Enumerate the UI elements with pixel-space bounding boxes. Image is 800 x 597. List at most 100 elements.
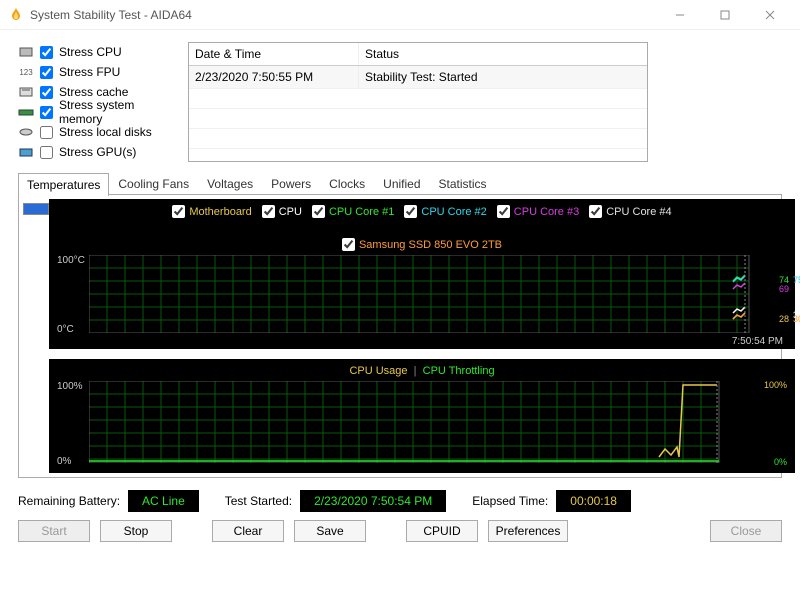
stress-icon: 123 [18, 65, 34, 79]
button-row: Start Stop Clear Save CPUID Preferences … [18, 520, 782, 542]
temp-readout: 75 [793, 276, 800, 285]
stress-icon [18, 45, 34, 59]
started-label: Test Started: [225, 494, 292, 508]
log-cell-status: Stability Test: Started [359, 66, 647, 88]
usage-right-top: 100% [764, 381, 787, 390]
legend-item[interactable]: CPU Core #4 [589, 205, 671, 218]
legend-item[interactable]: Samsung SSD 850 EVO 2TB [342, 238, 502, 251]
usage-chart: CPU Usage | CPU Throttling 100% 0% 100% … [49, 359, 795, 473]
usage-title-left: CPU Usage [349, 365, 407, 377]
usage-y-bot: 0% [57, 456, 71, 467]
window-title: System Stability Test - AIDA64 [30, 8, 192, 22]
save-button[interactable]: Save [294, 520, 366, 542]
temp-readout: 28 [779, 315, 789, 324]
tab-panel: Motherboard CPU CPU Core #1 CPU Core #2 CPU … [18, 195, 782, 478]
started-value: 2/23/2020 7:50:54 PM [300, 490, 446, 512]
series-thumbnail-col [23, 199, 49, 473]
start-button[interactable]: Start [18, 520, 90, 542]
temperature-legend: Motherboard CPU CPU Core #1 CPU Core #2 CPU … [55, 203, 789, 253]
stress-label[interactable]: Stress local disks [59, 125, 152, 139]
elapsed-label: Elapsed Time: [472, 494, 548, 508]
tab-powers[interactable]: Powers [262, 172, 320, 195]
stress-checkbox[interactable] [40, 66, 53, 79]
usage-plot [89, 381, 753, 463]
stress-label[interactable]: Stress FPU [59, 65, 120, 79]
legend-label: CPU [279, 206, 302, 218]
stress-option: Stress GPU(s) [18, 142, 178, 162]
temperature-chart: Motherboard CPU CPU Core #1 CPU Core #2 CPU … [49, 199, 795, 349]
stress-checkbox[interactable] [40, 126, 53, 139]
window-controls [657, 0, 792, 30]
app-icon [8, 7, 24, 23]
legend-label: Samsung SSD 850 EVO 2TB [359, 239, 502, 251]
stress-icon [18, 105, 34, 119]
preferences-button[interactable]: Preferences [488, 520, 568, 542]
clear-button[interactable]: Clear [212, 520, 284, 542]
cpuid-button[interactable]: CPUID [406, 520, 478, 542]
titlebar: System Stability Test - AIDA64 [0, 0, 800, 30]
usage-title-right: CPU Throttling [423, 365, 495, 377]
legend-checkbox[interactable] [497, 205, 510, 218]
stress-label[interactable]: Stress GPU(s) [59, 145, 136, 159]
stress-icon [18, 85, 34, 99]
legend-item[interactable]: CPU Core #3 [497, 205, 579, 218]
log-table: Date & Time Status 2/23/2020 7:50:55 PMS… [188, 42, 648, 162]
battery-value: AC Line [128, 490, 199, 512]
battery-label: Remaining Battery: [18, 494, 120, 508]
tab-voltages[interactable]: Voltages [198, 172, 262, 195]
stress-checkbox[interactable] [40, 46, 53, 59]
temp-readout: 30 [793, 315, 800, 324]
stop-button[interactable]: Stop [100, 520, 172, 542]
legend-label: CPU Core #2 [421, 206, 486, 218]
legend-checkbox[interactable] [589, 205, 602, 218]
log-header-status[interactable]: Status [359, 43, 647, 65]
stress-icon [18, 145, 34, 159]
log-row[interactable]: 2/23/2020 7:50:55 PMStability Test: Star… [189, 66, 647, 88]
log-body: 2/23/2020 7:50:55 PMStability Test: Star… [189, 66, 647, 154]
legend-checkbox[interactable] [312, 205, 325, 218]
legend-item[interactable]: CPU Core #1 [312, 205, 394, 218]
legend-checkbox[interactable] [404, 205, 417, 218]
stress-checkbox[interactable] [40, 86, 53, 99]
legend-checkbox[interactable] [342, 238, 355, 251]
status-row: Remaining Battery: AC Line Test Started:… [18, 490, 782, 512]
stress-icon [18, 125, 34, 139]
legend-item[interactable]: CPU [262, 205, 302, 218]
legend-checkbox[interactable] [262, 205, 275, 218]
tab-cooling-fans[interactable]: Cooling Fans [109, 172, 198, 195]
stress-options: Stress CPU 123 Stress FPU Stress cache St… [18, 42, 178, 162]
tab-statistics[interactable]: Statistics [430, 172, 496, 195]
stress-checkbox[interactable] [40, 146, 53, 159]
legend-label: Motherboard [189, 206, 251, 218]
legend-checkbox[interactable] [172, 205, 185, 218]
tab-unified[interactable]: Unified [374, 172, 429, 195]
minimize-button[interactable] [657, 0, 702, 30]
temp-readout: 69 [779, 285, 789, 294]
tab-temperatures[interactable]: Temperatures [18, 173, 109, 196]
close-button[interactable] [747, 0, 792, 30]
elapsed-value: 00:00:18 [556, 490, 631, 512]
temp-y-top: 100°C [57, 255, 85, 266]
stress-label[interactable]: Stress cache [59, 85, 128, 99]
legend-item[interactable]: CPU Core #2 [404, 205, 486, 218]
stress-option: Stress system memory [18, 102, 178, 122]
maximize-button[interactable] [702, 0, 747, 30]
legend-label: CPU Core #1 [329, 206, 394, 218]
stress-option: 123 Stress FPU [18, 62, 178, 82]
temp-y-bot: 0°C [57, 324, 74, 335]
temperature-plot [89, 255, 789, 333]
temp-x-label: 7:50:54 PM [732, 336, 783, 347]
stress-option: Stress CPU [18, 42, 178, 62]
log-header-datetime[interactable]: Date & Time [189, 43, 359, 65]
stress-checkbox[interactable] [40, 106, 53, 119]
legend-item[interactable]: Motherboard [172, 205, 251, 218]
tab-clocks[interactable]: Clocks [320, 172, 374, 195]
tab-bar: TemperaturesCooling FansVoltagesPowersCl… [18, 172, 782, 195]
stress-label[interactable]: Stress system memory [59, 98, 178, 126]
legend-label: CPU Core #4 [606, 206, 671, 218]
close-app-button[interactable]: Close [710, 520, 782, 542]
stress-label[interactable]: Stress CPU [59, 45, 122, 59]
series-thumbnail[interactable] [23, 203, 49, 215]
usage-right-bot: 0% [774, 458, 787, 467]
usage-y-top: 100% [57, 381, 83, 392]
